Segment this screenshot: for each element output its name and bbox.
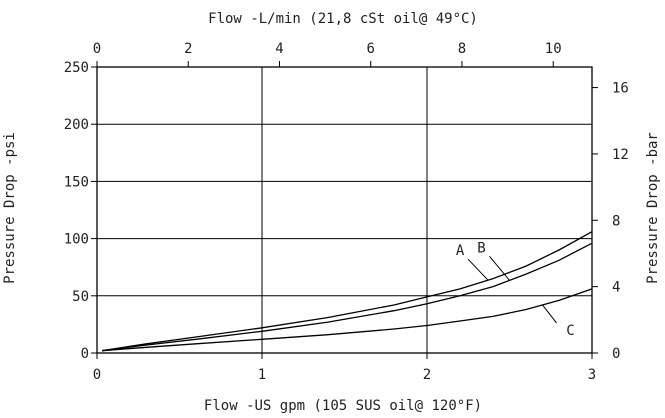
- x-top-tick-label: 10: [545, 41, 562, 57]
- y-left-tick-label: 0: [81, 346, 89, 362]
- y-right-tick-label: 0: [612, 346, 620, 362]
- series-leader-a: [467, 258, 489, 281]
- y-right-tick-label: 16: [612, 81, 629, 97]
- chart-top-title: Flow -L/min (21,8 cSt oil@ 49°C): [208, 11, 478, 27]
- y-right-tick-label: 12: [612, 147, 629, 163]
- y-right-tick-label: 8: [612, 213, 620, 229]
- series-leader-b: [489, 256, 510, 281]
- y-left-tick-label: 200: [64, 117, 89, 133]
- x-top-tick-label: 4: [275, 41, 283, 57]
- x-bottom-tick-label: 2: [423, 367, 431, 383]
- y-left-tick-label: 250: [64, 60, 89, 76]
- x-top-tick-label: 6: [367, 41, 375, 57]
- y-left-tick-label: 150: [64, 174, 89, 190]
- series-label-b: B: [477, 240, 485, 256]
- x-top-tick-label: 8: [458, 41, 466, 57]
- chart-right-ylabel: Pressure Drop -bar: [645, 132, 661, 284]
- y-left-tick-label: 100: [64, 232, 89, 248]
- y-left-tick-label: 50: [72, 289, 89, 305]
- series-label-a: A: [456, 243, 465, 259]
- y-right-tick-label: 4: [612, 280, 620, 296]
- series-leader-c: [542, 304, 557, 324]
- series-label-c: C: [566, 323, 574, 339]
- x-bottom-tick-label: 1: [258, 367, 266, 383]
- x-top-tick-label: 2: [184, 41, 192, 57]
- x-bottom-tick-label: 0: [93, 367, 101, 383]
- chart-left-ylabel: Pressure Drop -psi: [2, 132, 18, 284]
- x-top-tick-label: 0: [93, 41, 101, 57]
- series-line-b: [101, 242, 593, 352]
- x-bottom-tick-label: 3: [588, 367, 596, 383]
- series-line-a: [101, 231, 593, 352]
- chart-bottom-xlabel: Flow -US gpm (105 SUS oil@ 120°F): [204, 398, 482, 414]
- plot-frame: [96, 66, 593, 354]
- series-line-c: [101, 288, 593, 352]
